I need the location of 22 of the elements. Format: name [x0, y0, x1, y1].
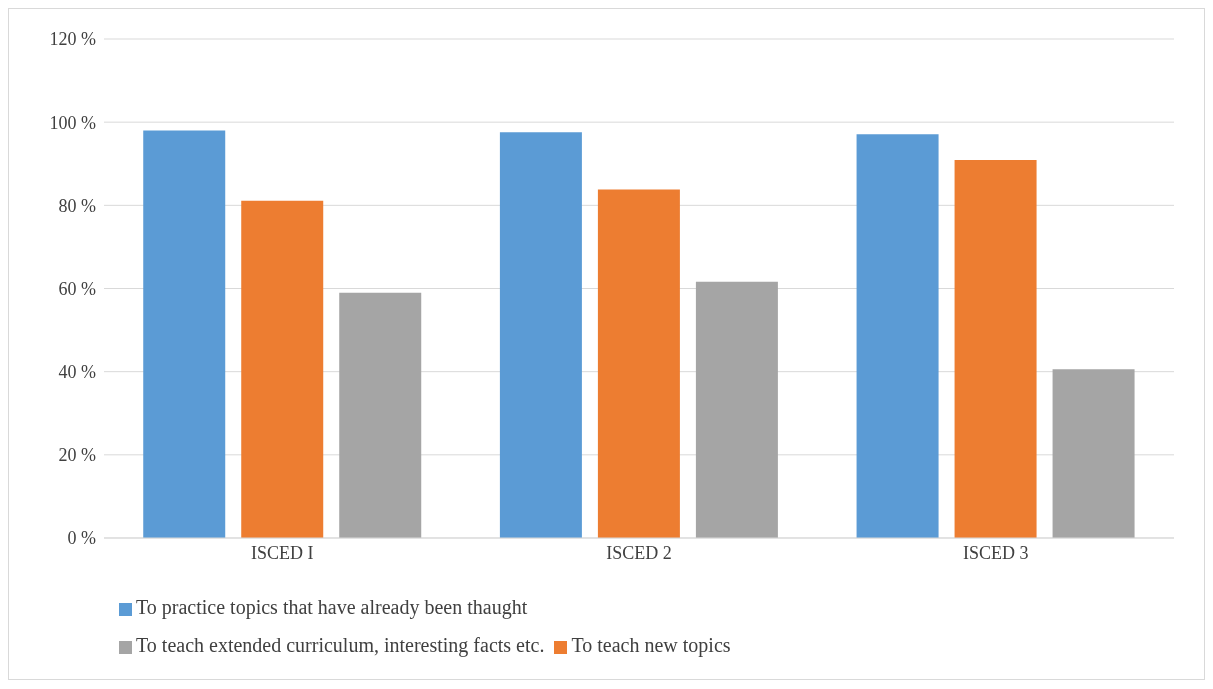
bar [695, 281, 778, 538]
legend-label: To practice topics that have already been thaught [136, 596, 528, 618]
y-tick-label: 120 % [49, 29, 96, 50]
y-tick-label: 20 % [58, 445, 96, 466]
bar [954, 160, 1037, 538]
y-tick-label: 60 % [58, 278, 96, 299]
bar [143, 130, 226, 538]
y-tick-label: 100 % [49, 112, 96, 133]
x-tick-label: ISCED I [251, 542, 314, 563]
bar [597, 189, 680, 538]
bar [241, 200, 324, 538]
x-tick-label: ISCED 3 [962, 542, 1029, 563]
x-tick-label: ISCED 2 [606, 542, 672, 563]
bar [499, 132, 582, 538]
y-tick-label: 0 % [67, 528, 96, 549]
y-tick-label: 80 % [58, 195, 96, 216]
bar [339, 292, 422, 538]
y-tick-label: 40 % [58, 362, 96, 383]
bar [856, 134, 939, 538]
bar [1052, 369, 1135, 538]
legend-label: To teach extended curriculum, interesting facts etc. [136, 634, 545, 656]
legend-label: To teach new topics [571, 634, 731, 656]
